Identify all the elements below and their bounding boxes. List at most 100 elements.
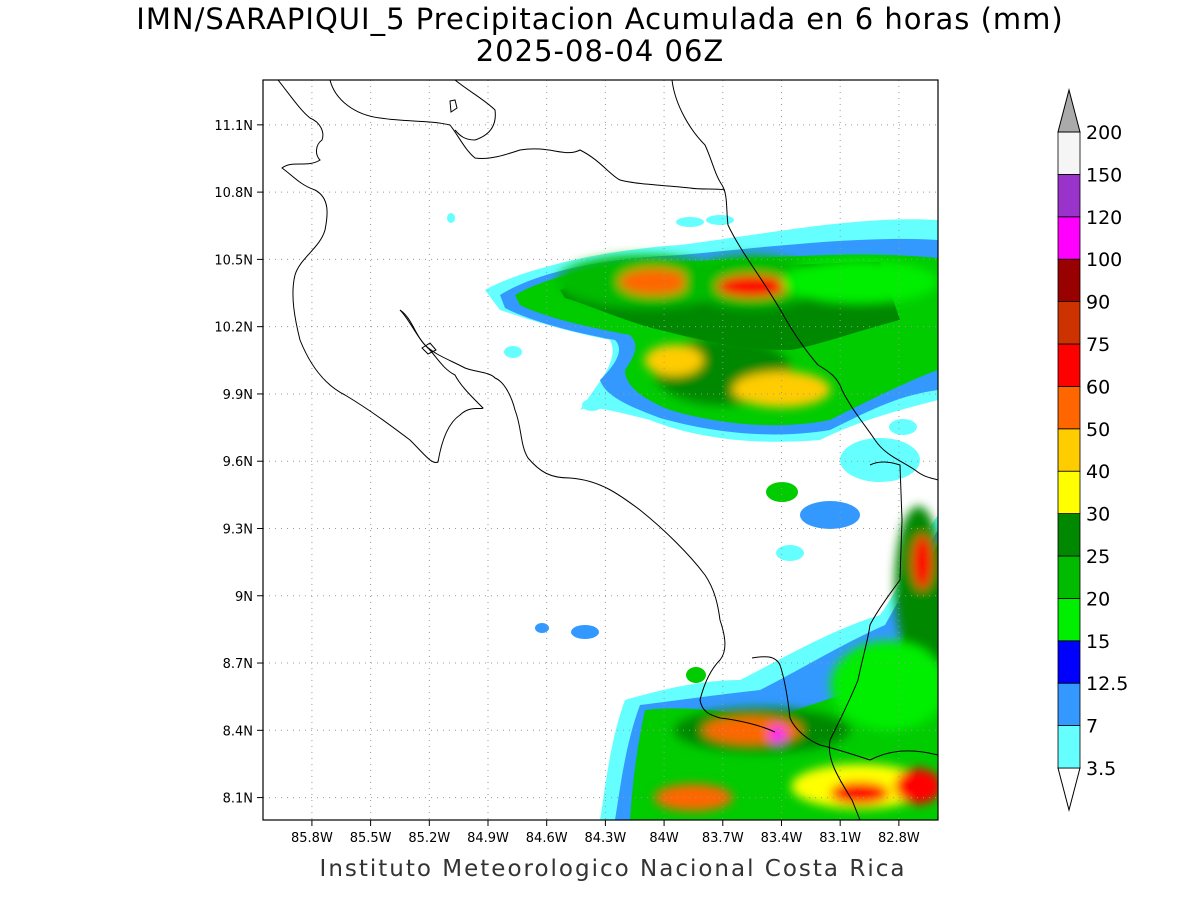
coastlines [277, 80, 938, 820]
y-tick-label: 8.4N [223, 724, 253, 739]
island [449, 99, 458, 113]
x-tick-label: 84.9W [467, 831, 509, 846]
x-tick-label: 84W [649, 831, 679, 846]
colorbar-label: 200 [1086, 122, 1122, 144]
colorbar-label: 75 [1086, 334, 1110, 356]
precip-intensity-cell [830, 640, 938, 731]
precip-cell [582, 399, 602, 411]
colorbar-swatch [1057, 216, 1081, 260]
colorbar-label: 120 [1086, 207, 1122, 229]
colorbar-label: 60 [1086, 376, 1110, 398]
colorbar-label: 20 [1086, 588, 1110, 610]
precip-cell [504, 346, 522, 358]
colorbar-label: 150 [1086, 164, 1122, 186]
colorbar-label: 7 [1086, 716, 1098, 738]
colorbar-swatch [1057, 343, 1081, 387]
precip-cell [766, 482, 798, 502]
colorbar-label: 90 [1086, 292, 1110, 314]
colorbar-label: 40 [1086, 461, 1110, 483]
colorbar-swatch [1057, 385, 1081, 430]
x-tick-label: 83.4W [761, 831, 803, 846]
x-tick-label: 85.2W [408, 831, 450, 846]
colorbar-swatch [1057, 555, 1081, 599]
colorbar-swatch [1057, 173, 1081, 218]
coastline-north [277, 80, 484, 464]
precip-cell [706, 215, 734, 225]
y-tick-label: 10.2N [214, 321, 253, 336]
coastline-nicoya-inlet [421, 342, 437, 355]
colorbar-label: 3.5 [1086, 758, 1116, 780]
map-title: IMN/SARAPIQUI_5 Precipitacion Acumulada … [136, 2, 1064, 36]
colorbar-label: 30 [1086, 504, 1110, 526]
y-tick-label: 10.5N [214, 253, 253, 268]
colorbar-swatch [1057, 428, 1081, 472]
x-tick-label: 84.3W [584, 831, 626, 846]
precip-intensity-cell [894, 768, 938, 805]
colorbar-label: 25 [1086, 546, 1110, 568]
y-tick-label: 11.1N [214, 119, 253, 134]
footer-credit: Instituto Meteorologico Nacional Costa R… [319, 856, 907, 882]
precip-cell [686, 667, 706, 683]
y-tick-label: 9N [235, 590, 253, 605]
precip-intensity-cell [703, 716, 802, 744]
y-tick-label: 8.7N [223, 657, 253, 672]
colorbar-swatch [1057, 258, 1081, 303]
precip-cell [571, 625, 599, 639]
map-datetime: 2025-08-04 06Z [475, 34, 725, 68]
x-tick-label: 85.8W [291, 831, 333, 846]
colorbar-label: 15 [1086, 631, 1110, 653]
colorbar-swatch [1057, 131, 1081, 175]
precip-south-green [630, 540, 938, 820]
colorbar-swatch [1057, 470, 1081, 515]
precip-intensity-cell [781, 259, 938, 305]
precipitation-field [447, 213, 938, 820]
x-tick-label: 83.7W [702, 831, 744, 846]
precip-cell [776, 545, 804, 561]
colorbar-swatch [1057, 598, 1081, 642]
colorbar: 3.5 7 12.5 15 20 25 30 40 50 60 75 90 100 120 150 200 [1057, 88, 1128, 812]
x-tick-label: 83.1W [819, 831, 861, 846]
y-tick-label: 8.1N [223, 792, 253, 807]
plot-frame [262, 79, 939, 821]
precip-intensity-cell [654, 784, 733, 812]
y-tick-label: 9.3N [223, 522, 253, 537]
colorbar-arrow-top [1057, 88, 1081, 133]
y-tick-label: 9.9N [223, 388, 253, 403]
colorbar-swatch [1057, 725, 1081, 769]
x-tick-label: 82.8W [878, 831, 920, 846]
precip-intensity-cell [830, 781, 890, 805]
colorbar-arrow-bottom [1057, 767, 1081, 812]
colorbar-swatch [1057, 513, 1081, 557]
coastline-osa [751, 656, 871, 761]
precip-cell [535, 623, 549, 633]
colorbar-swatch [1057, 301, 1081, 345]
colorbar-label: 100 [1086, 249, 1122, 271]
border-panama [828, 461, 903, 820]
y-tick-label: 9.6N [223, 455, 253, 470]
coastline-peninsula-north [454, 80, 496, 141]
precip-intensity-cell [769, 725, 786, 744]
axes: 85.8W 85.5W 85.2W 84.9W 84.6W 84.3W 84W 83.7W 83… [214, 119, 920, 846]
precip-cell [840, 438, 920, 482]
coastline-gulf [329, 80, 726, 191]
precip-intensity-cell [716, 275, 788, 298]
colorbar-swatch [1057, 682, 1081, 727]
x-tick-label: 84.6W [526, 831, 568, 846]
x-tick-label: 85.5W [350, 831, 392, 846]
coastline-south [869, 750, 938, 761]
coastline-caribbean [671, 80, 938, 481]
coastline-nicoya [399, 309, 776, 733]
colorbar-label: 12.5 [1086, 673, 1128, 695]
precip-intensity-cell [644, 344, 704, 377]
colorbar-swatch [1057, 640, 1081, 684]
precip-cell [800, 501, 860, 529]
precip-cell [676, 217, 704, 227]
precip-intensity-cell [912, 535, 933, 590]
precip-cell [889, 419, 917, 435]
y-tick-label: 10.8N [214, 186, 253, 201]
precip-intensity-cell [732, 371, 831, 408]
colorbar-label: 50 [1086, 419, 1110, 441]
precip-cell [447, 213, 455, 223]
